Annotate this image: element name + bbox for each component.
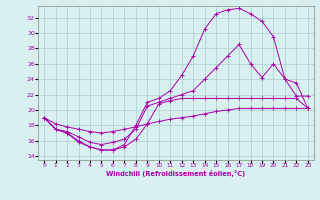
- X-axis label: Windchill (Refroidissement éolien,°C): Windchill (Refroidissement éolien,°C): [106, 170, 246, 177]
